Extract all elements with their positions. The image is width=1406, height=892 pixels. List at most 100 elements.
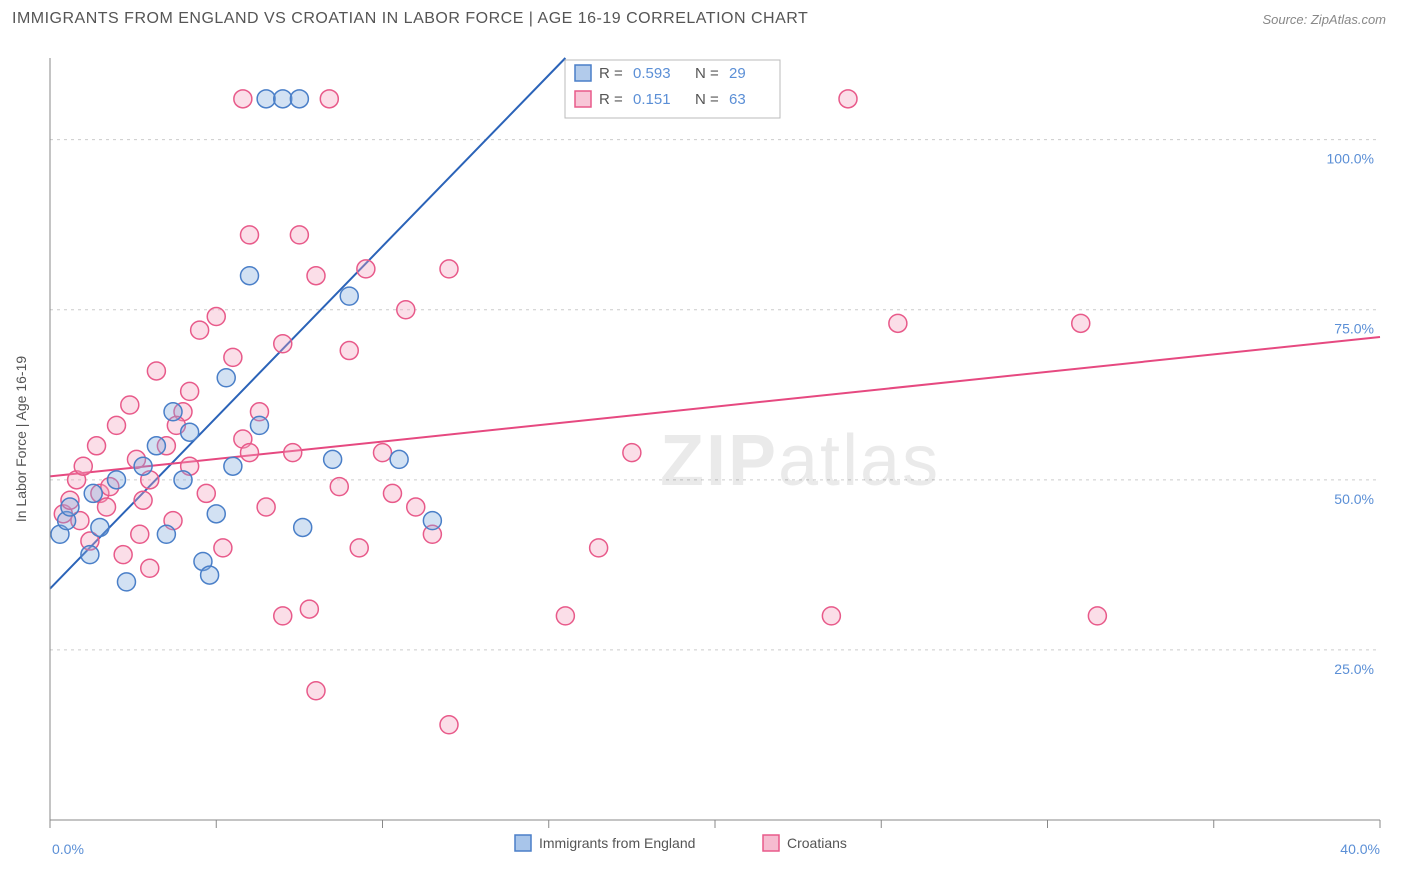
data-point xyxy=(234,90,252,108)
x-tick-label: 0.0% xyxy=(52,841,84,857)
y-axis-label: In Labor Force | Age 16-19 xyxy=(13,356,29,523)
data-point xyxy=(374,444,392,462)
data-point xyxy=(224,348,242,366)
data-point xyxy=(407,498,425,516)
stats-r-label: R = xyxy=(599,65,623,82)
data-point xyxy=(300,600,318,618)
stats-n-value: 29 xyxy=(729,65,746,82)
y-tick-label: 50.0% xyxy=(1334,491,1374,507)
legend-label: Immigrants from England xyxy=(539,835,695,851)
data-point xyxy=(390,450,408,468)
data-point xyxy=(290,90,308,108)
data-point xyxy=(290,226,308,244)
data-point xyxy=(74,457,92,475)
data-point xyxy=(207,505,225,523)
legend-label: Croatians xyxy=(787,835,847,851)
data-point xyxy=(147,362,165,380)
data-point xyxy=(340,342,358,360)
data-point xyxy=(307,267,325,285)
data-point xyxy=(397,301,415,319)
data-point xyxy=(91,518,109,536)
stats-n-label: N = xyxy=(695,91,719,108)
data-point xyxy=(61,498,79,516)
data-point xyxy=(241,444,259,462)
data-point xyxy=(131,525,149,543)
data-point xyxy=(88,437,106,455)
data-point xyxy=(383,484,401,502)
data-point xyxy=(134,457,152,475)
stats-n-label: N = xyxy=(695,65,719,82)
stats-r-label: R = xyxy=(599,91,623,108)
data-point xyxy=(181,382,199,400)
chart-container: 25.0% 50.0% 75.0% 100.0% ZIPatlas 0.0% 40.0% In… xyxy=(0,40,1406,892)
stats-box xyxy=(565,60,780,118)
data-point xyxy=(108,471,126,489)
data-point xyxy=(274,607,292,625)
data-point xyxy=(307,682,325,700)
data-point xyxy=(822,607,840,625)
data-point xyxy=(114,546,132,564)
data-point xyxy=(174,471,192,489)
regression-line xyxy=(50,58,565,589)
stats-swatch xyxy=(575,65,591,81)
chart-source: Source: ZipAtlas.com xyxy=(1262,12,1386,27)
data-point xyxy=(1088,607,1106,625)
correlation-scatter-chart: 25.0% 50.0% 75.0% 100.0% ZIPatlas 0.0% 40.0% In… xyxy=(0,40,1406,892)
chart-title: IMMIGRANTS FROM ENGLAND VS CROATIAN IN L… xyxy=(12,10,808,28)
stats-r-value: 0.593 xyxy=(633,65,671,82)
data-point xyxy=(241,267,259,285)
data-point xyxy=(197,484,215,502)
data-point xyxy=(181,423,199,441)
data-point xyxy=(147,437,165,455)
data-point xyxy=(623,444,641,462)
watermark: ZIPatlas xyxy=(660,421,940,501)
data-point xyxy=(157,525,175,543)
y-tick-label: 25.0% xyxy=(1334,661,1374,677)
data-point xyxy=(320,90,338,108)
data-point xyxy=(241,226,259,244)
data-point xyxy=(224,457,242,475)
data-point xyxy=(889,314,907,332)
data-point xyxy=(81,546,99,564)
data-point xyxy=(590,539,608,557)
data-point xyxy=(294,518,312,536)
data-point xyxy=(440,260,458,278)
data-point xyxy=(117,573,135,591)
data-point xyxy=(556,607,574,625)
data-point xyxy=(357,260,375,278)
data-point xyxy=(257,498,275,516)
data-point xyxy=(274,90,292,108)
data-point xyxy=(274,335,292,353)
data-point xyxy=(340,287,358,305)
data-point xyxy=(98,498,116,516)
stats-swatch xyxy=(575,91,591,107)
data-point xyxy=(141,559,159,577)
y-tick-label: 75.0% xyxy=(1334,321,1374,337)
data-point xyxy=(164,403,182,421)
data-point xyxy=(214,539,232,557)
x-tick-label: 40.0% xyxy=(1340,841,1380,857)
data-point xyxy=(350,539,368,557)
data-point xyxy=(440,716,458,734)
data-point xyxy=(207,308,225,326)
stats-r-value: 0.151 xyxy=(633,91,671,108)
data-point xyxy=(330,478,348,496)
y-tick-label: 100.0% xyxy=(1327,151,1374,167)
data-point xyxy=(423,512,441,530)
data-point xyxy=(201,566,219,584)
stats-n-value: 63 xyxy=(729,91,746,108)
data-point xyxy=(284,444,302,462)
chart-header: IMMIGRANTS FROM ENGLAND VS CROATIAN IN L… xyxy=(0,0,1406,34)
data-point xyxy=(217,369,235,387)
data-point xyxy=(1072,314,1090,332)
data-point xyxy=(121,396,139,414)
data-point xyxy=(839,90,857,108)
data-point xyxy=(324,450,342,468)
data-point xyxy=(250,416,268,434)
legend-swatch xyxy=(763,835,779,851)
legend-swatch xyxy=(515,835,531,851)
data-point xyxy=(134,491,152,509)
data-point xyxy=(108,416,126,434)
data-point xyxy=(257,90,275,108)
data-point xyxy=(191,321,209,339)
